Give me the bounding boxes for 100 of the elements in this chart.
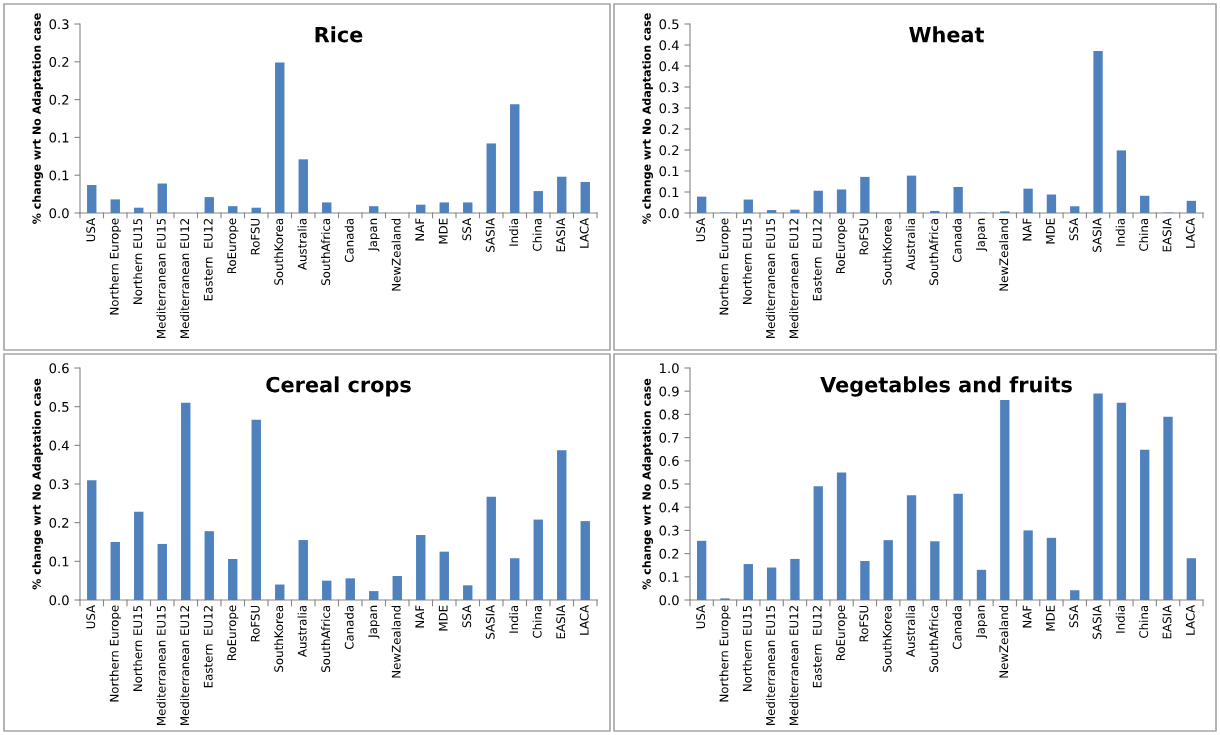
x-tick-label: Canada <box>952 218 962 263</box>
bar <box>1140 449 1150 600</box>
chart-title: Rice <box>315 26 363 43</box>
bar <box>110 542 120 600</box>
y-tick-label: 0.7 <box>659 432 679 443</box>
x-tick-label: MDE <box>1046 605 1055 631</box>
y-tick-label: 0.4 <box>659 40 679 51</box>
y-tick-label: 0.2 <box>659 145 679 156</box>
x-tick-label: Canada <box>952 605 962 650</box>
x-tick-label: SSA <box>1069 604 1079 628</box>
bar <box>743 564 753 600</box>
x-tick-label: Northern EU15 <box>742 218 752 304</box>
x-tick-label: SSA <box>462 604 472 628</box>
bar <box>953 493 963 600</box>
x-tick-label: Canada <box>344 218 354 263</box>
bar <box>416 535 426 600</box>
bar <box>906 495 917 600</box>
bar <box>251 419 261 600</box>
x-tick-label: USA <box>86 217 96 242</box>
y-tick-label: 0.3 <box>659 82 679 93</box>
y-tick-label: 0.3 <box>659 103 679 114</box>
y-tick-label: 0.9 <box>659 386 679 397</box>
bar <box>510 558 520 600</box>
bar <box>976 569 987 600</box>
bar <box>369 206 379 213</box>
x-tick-label: SSA <box>1069 217 1079 241</box>
x-tick-label: LACA <box>1185 604 1195 635</box>
bar <box>157 183 167 213</box>
x-tick-label: NewZealand <box>999 218 1009 291</box>
bar <box>345 578 355 600</box>
x-tick-label: EASIA <box>556 604 566 639</box>
bar <box>697 196 707 213</box>
bar <box>486 143 496 213</box>
bar <box>836 472 847 600</box>
bar <box>1186 558 1196 600</box>
x-tick-label: USA <box>86 604 96 629</box>
x-tick-label: Australia <box>905 605 915 657</box>
x-tick-label: USA <box>696 604 706 629</box>
x-tick-label: Mediterranean EU12 <box>789 219 799 338</box>
x-tick-label: NAF <box>1022 605 1032 628</box>
x-tick-label: EASIA <box>556 217 566 252</box>
x-tick-label: Eastern EU12 <box>812 606 822 688</box>
x-tick-label: Northern EU15 <box>133 605 143 691</box>
y-axis-title: % change wrt No Adaptation case <box>32 13 44 224</box>
bar <box>953 186 963 213</box>
y-tick-label: 0.5 <box>659 479 679 490</box>
bar <box>1093 393 1103 600</box>
y-tick-label: 0.3 <box>49 19 69 30</box>
x-tick-label: SouthKorea <box>882 605 892 672</box>
y-tick-label: 0.3 <box>49 479 69 490</box>
bar <box>813 190 823 213</box>
x-tick-label: NAF <box>1022 218 1032 241</box>
bar <box>766 567 777 600</box>
x-tick-label: MDE <box>438 605 448 631</box>
y-tick-label: 0.4 <box>49 440 69 451</box>
x-tick-label: NewZealand <box>391 605 401 678</box>
x-tick-label: RoFSU <box>859 218 869 255</box>
x-tick-label: Mediterranean EU15 <box>156 218 166 338</box>
bar <box>1046 537 1057 600</box>
y-tick-label: 1.0 <box>660 363 679 374</box>
x-tick-label: NAF <box>415 605 425 628</box>
bar <box>766 210 777 213</box>
y-tick-label: 0.1 <box>49 170 69 181</box>
x-tick-label: SouthKorea <box>274 218 284 285</box>
x-tick-label: Japan <box>976 605 988 639</box>
x-tick-label: China <box>532 218 542 251</box>
y-tick-label: 0.0 <box>49 595 69 606</box>
y-tick-label: 0.0 <box>49 208 69 219</box>
x-tick-label: Mediterranean EU12 <box>180 219 190 338</box>
bar <box>1163 416 1173 600</box>
bar <box>204 197 214 213</box>
bar <box>87 480 97 600</box>
y-tick-label: 0.2 <box>49 94 69 105</box>
x-tick-label: Australia <box>297 218 307 270</box>
x-tick-label: SouthAfrica <box>929 218 939 286</box>
y-tick-label: 0.4 <box>659 502 679 513</box>
bar <box>1116 150 1127 213</box>
bar <box>416 204 426 213</box>
bar <box>860 176 870 213</box>
x-tick-label: SASIA <box>1092 217 1102 252</box>
bar <box>228 559 238 600</box>
y-tick-label: 0.4 <box>659 61 679 72</box>
x-tick-label: Japan <box>976 218 988 252</box>
bar <box>906 175 917 213</box>
x-tick-label: Japan <box>368 218 380 252</box>
x-tick-label: China <box>532 605 542 638</box>
x-tick-label: Mediterranean EU15 <box>156 605 166 725</box>
x-tick-label: Northern Europe <box>109 605 121 702</box>
y-tick-label: 0.8 <box>659 409 679 420</box>
bar <box>1186 200 1196 213</box>
y-tick-label: 0.1 <box>659 187 679 198</box>
bar <box>580 182 590 213</box>
x-tick-label: Northern EU15 <box>133 218 143 304</box>
bar <box>1046 194 1057 213</box>
x-tick-label: Eastern EU12 <box>203 606 213 688</box>
x-tick-label: India <box>1115 605 1125 633</box>
x-tick-label: NewZealand <box>391 218 401 291</box>
x-tick-label: RoFSU <box>859 605 869 642</box>
y-tick-label: 0.2 <box>659 124 679 135</box>
x-tick-label: Mediterranean EU15 <box>765 218 776 338</box>
